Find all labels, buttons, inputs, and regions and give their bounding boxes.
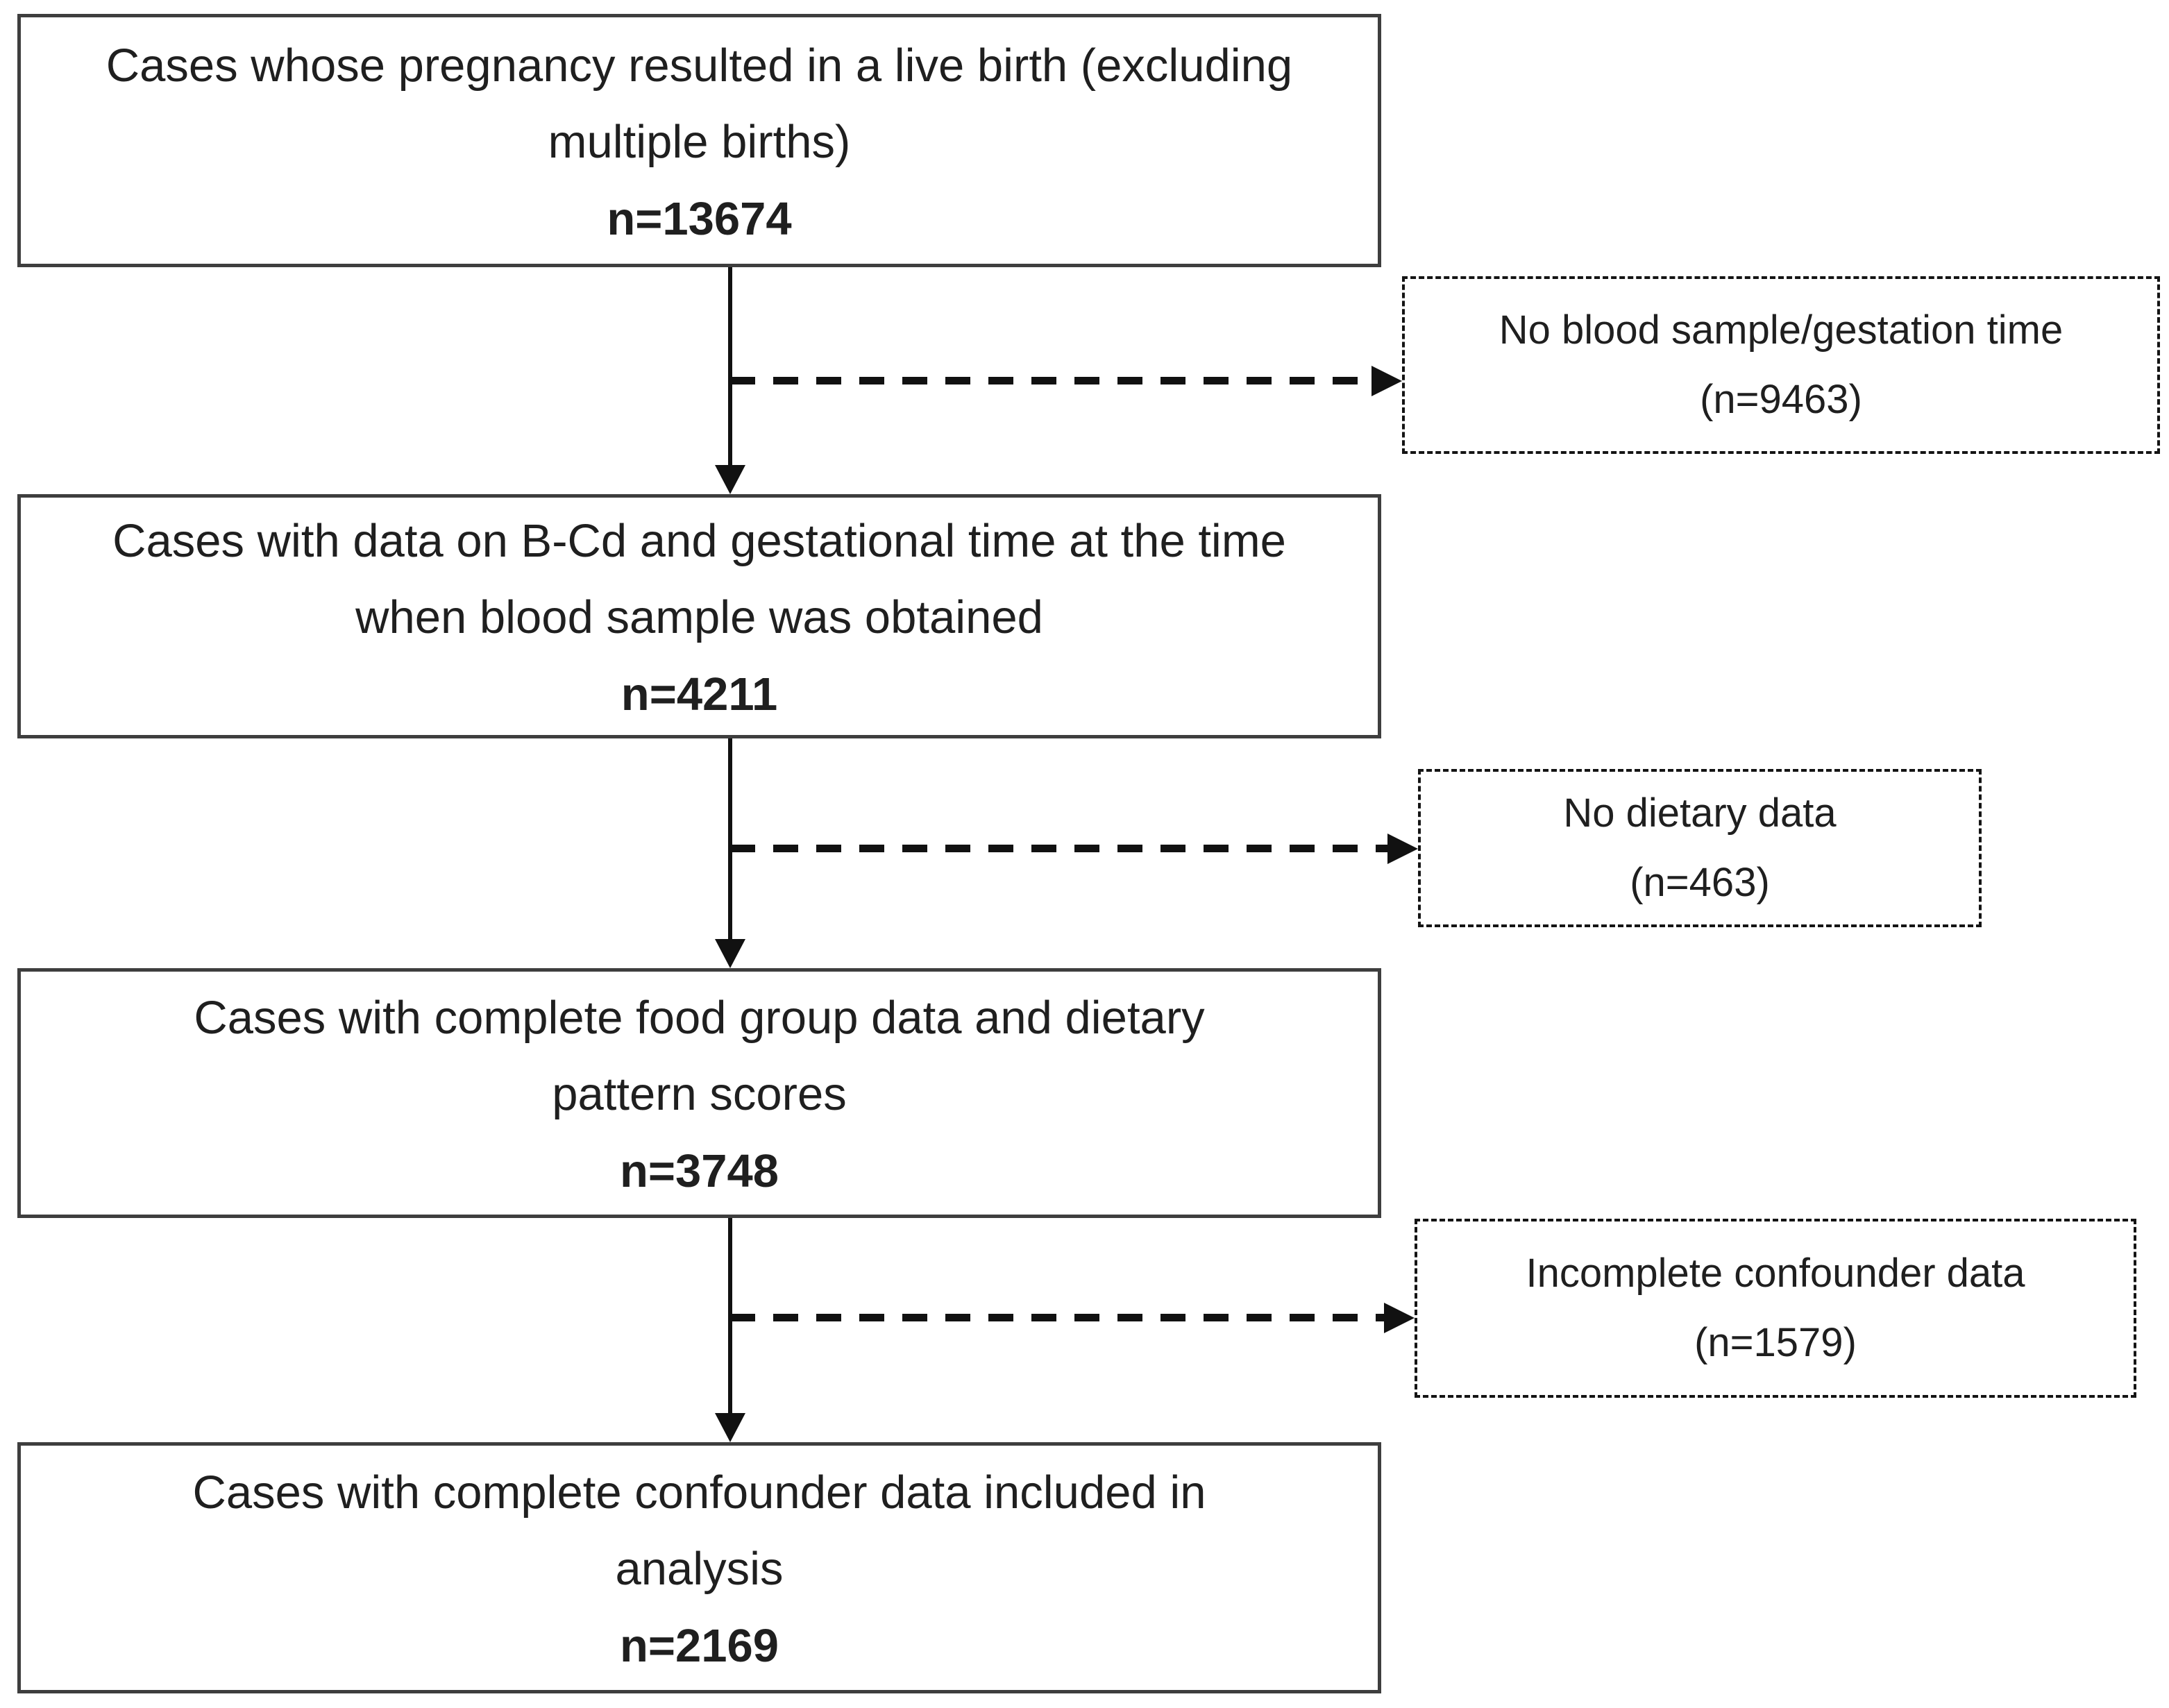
arrow-line-2 [728,738,732,940]
exclusion-dash-line-1 [730,377,1372,384]
arrow-right-icon-2 [1387,834,1418,864]
exclusion-dash-line-2 [730,845,1388,852]
box-final-analysis-text: Cases with complete confounder data incl… [192,1466,1206,1595]
exclusion-box-no-dietary-data-text: No dietary data [1563,790,1837,836]
box-bcd-gestational-data-count: n=4211 [621,668,778,720]
arrow-down-icon-1 [715,465,745,494]
box-final-analysis: Cases with complete confounder data incl… [17,1442,1381,1693]
exclusion-box-no-dietary-data-count: (n=463) [1630,860,1770,905]
exclusion-dash-line-3 [730,1314,1384,1321]
exclusion-box-no-blood-sample-text: No blood sample/gestation time [1499,307,2063,353]
exclusion-box-incomplete-confounder: Incomplete confounder data (n=1579) [1415,1219,2136,1398]
exclusion-box-no-dietary-data: No dietary data (n=463) [1418,769,1982,927]
exclusion-box-no-blood-sample-count: (n=9463) [1700,377,1862,422]
arrow-right-icon-3 [1384,1303,1415,1333]
arrow-down-icon-3 [715,1413,745,1442]
arrow-down-icon-2 [715,939,745,968]
box-final-analysis-count: n=2169 [619,1620,779,1672]
box-food-group-data-text: Cases with complete food group data and … [194,992,1205,1120]
box-food-group-data-count: n=3748 [619,1145,779,1197]
exclusion-box-incomplete-confounder-count: (n=1579) [1694,1320,1857,1365]
box-live-births: Cases whose pregnancy resulted in a live… [17,14,1381,267]
box-food-group-data: Cases with complete food group data and … [17,968,1381,1218]
box-bcd-gestational-data-text: Cases with data on B-Cd and gestational … [112,515,1286,643]
box-live-births-count: n=13674 [607,192,792,245]
arrow-right-icon-1 [1372,366,1402,396]
box-bcd-gestational-data: Cases with data on B-Cd and gestational … [17,494,1381,738]
exclusion-box-no-blood-sample: No blood sample/gestation time (n=9463) [1402,276,2160,454]
arrow-line-1 [728,267,732,466]
box-live-births-text: Cases whose pregnancy resulted in a live… [106,39,1293,168]
exclusion-box-incomplete-confounder-text: Incomplete confounder data [1526,1251,2025,1296]
